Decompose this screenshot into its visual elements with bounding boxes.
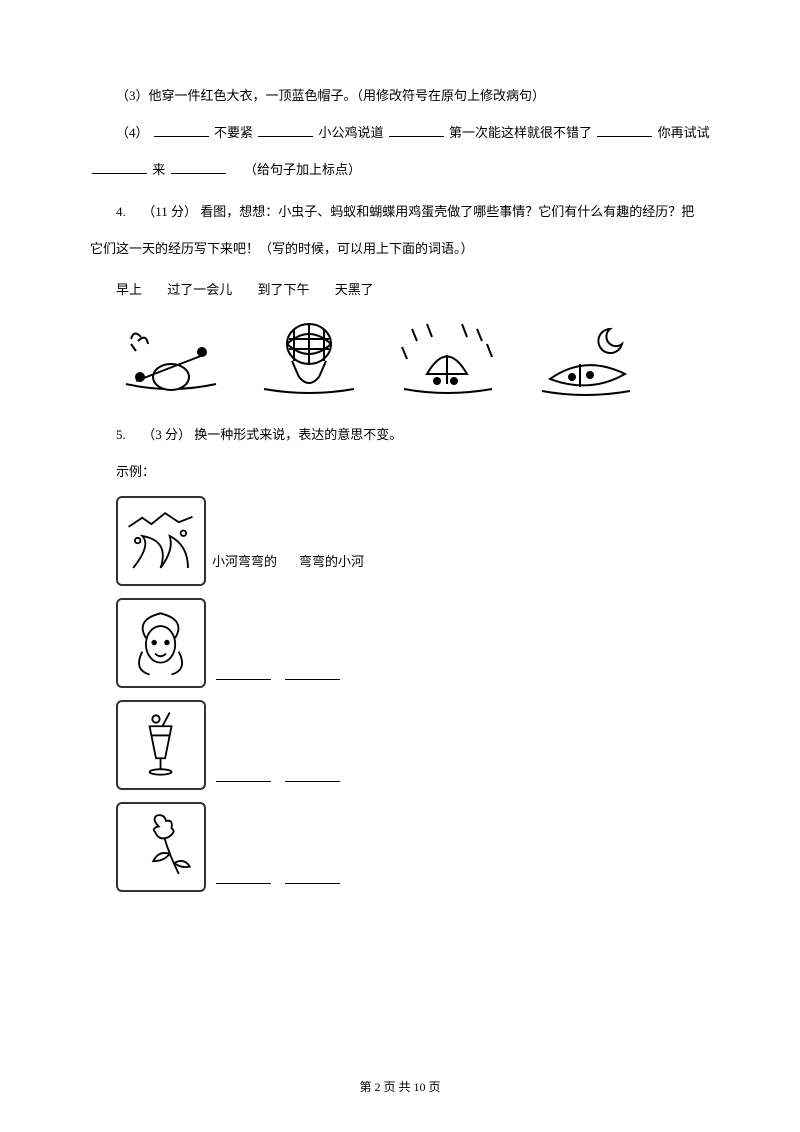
word-bank: 早上 过了一会儿 到了下午 天黑了 bbox=[90, 274, 710, 305]
question-5: 5. （3 分） 换一种形式来说，表达的意思不变。 bbox=[90, 419, 710, 450]
example-text-2: 弯弯的小河 bbox=[299, 546, 364, 585]
blank[interactable] bbox=[389, 123, 444, 137]
blank[interactable] bbox=[171, 160, 226, 174]
footer-post: 页 bbox=[429, 1080, 441, 1094]
face-icon bbox=[116, 598, 206, 688]
answer-blank[interactable] bbox=[285, 769, 340, 782]
example-drink bbox=[116, 700, 710, 790]
q4-text2: 它们这一天的经历写下来吧！（写的时候，可以用上下面的词语。） bbox=[90, 241, 474, 256]
question-3: （3）他穿一件红色大衣，一顶蓝色帽子。（用修改符号在原句上修改病句） bbox=[90, 80, 710, 111]
footer-pre: 第 bbox=[359, 1080, 371, 1094]
answer-blank[interactable] bbox=[216, 769, 271, 782]
footer-mid: 页 共 bbox=[383, 1080, 410, 1094]
sketch-night bbox=[530, 319, 640, 399]
blank[interactable] bbox=[154, 123, 209, 137]
example-label: 示例： bbox=[90, 456, 710, 487]
q5-text: 换一种形式来说，表达的意思不变。 bbox=[194, 427, 402, 442]
story-images bbox=[116, 319, 710, 399]
question-4: 4. （11 分） 看图，想想：小虫子、蚂蚁和蝴蝶用鸡蛋壳做了哪些事情？它们有什… bbox=[90, 196, 710, 227]
blank[interactable] bbox=[92, 160, 147, 174]
answer-blank[interactable] bbox=[216, 667, 271, 680]
seg1: 不要紧 bbox=[214, 125, 253, 140]
footer-total: 10 bbox=[414, 1080, 426, 1094]
q4-label: 4. bbox=[116, 204, 126, 219]
q4-text1: 看图，想想：小虫子、蚂蚁和蝴蝶用鸡蛋壳做了哪些事情？它们有什么有趣的经历？把 bbox=[200, 204, 694, 219]
sketch-rain bbox=[392, 319, 502, 399]
footer-current: 2 bbox=[374, 1080, 380, 1094]
q4-points: （11 分） bbox=[142, 204, 197, 219]
answer-blank[interactable] bbox=[285, 871, 340, 884]
blank[interactable] bbox=[597, 123, 652, 137]
example-text-1: 小河弯弯的 bbox=[212, 546, 277, 585]
seg2: 小公鸡说道 bbox=[319, 125, 384, 140]
blank[interactable] bbox=[258, 123, 313, 137]
sketch-seesaw bbox=[116, 319, 226, 399]
q5-label: 5. bbox=[116, 427, 126, 442]
tail: （给句子加上标点） bbox=[244, 162, 361, 177]
word-2: 过了一会儿 bbox=[167, 282, 232, 297]
question-4-line2: 它们这一天的经历写下来吧！（写的时候，可以用上下面的词语。） bbox=[90, 233, 710, 264]
answer-blank[interactable] bbox=[285, 667, 340, 680]
example-river: 小河弯弯的 弯弯的小河 bbox=[116, 496, 710, 586]
example-label-text: 示例： bbox=[116, 464, 155, 479]
q4-prefix: （4） bbox=[116, 125, 149, 140]
answer-blank[interactable] bbox=[216, 871, 271, 884]
river-icon bbox=[116, 496, 206, 586]
example-face bbox=[116, 598, 710, 688]
question-4-fill: （4） 不要紧 小公鸡说道 第一次能这样就很不错了 你再试试 bbox=[90, 117, 710, 148]
seg4: 你再试试 bbox=[658, 125, 710, 140]
q5-points: （3 分） bbox=[142, 427, 191, 442]
rose-icon bbox=[116, 802, 206, 892]
word-3: 到了下午 bbox=[258, 282, 310, 297]
seg5: 来 bbox=[152, 162, 165, 177]
word-4: 天黑了 bbox=[335, 282, 374, 297]
example-rose bbox=[116, 802, 710, 892]
sketch-balloon bbox=[254, 319, 364, 399]
q3-text: （3）他穿一件红色大衣，一顶蓝色帽子。（用修改符号在原句上修改病句） bbox=[116, 88, 545, 103]
page-footer: 第 2 页 共 10 页 bbox=[0, 1073, 800, 1102]
drink-icon bbox=[116, 700, 206, 790]
seg3: 第一次能这样就很不错了 bbox=[449, 125, 592, 140]
question-4-fill-line2: 来 （给句子加上标点） bbox=[90, 154, 710, 185]
word-1: 早上 bbox=[116, 282, 142, 297]
